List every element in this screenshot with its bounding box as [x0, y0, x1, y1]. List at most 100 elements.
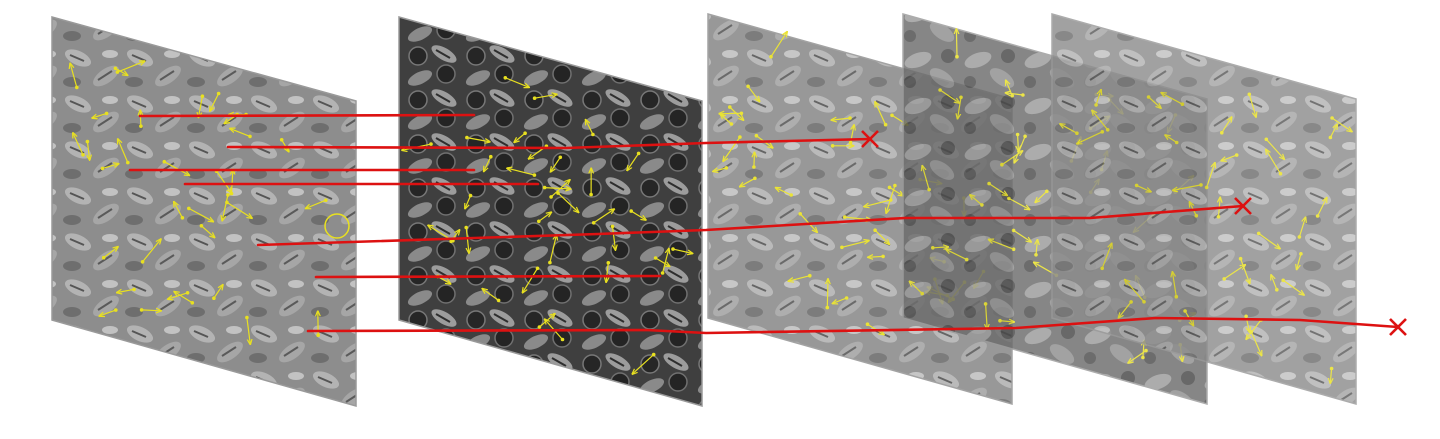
orientation-arrow	[922, 166, 930, 190]
bee-center-dot	[1204, 185, 1209, 190]
orientation-arrow	[226, 201, 252, 218]
orientation-arrow	[534, 94, 558, 99]
bee-center-dot	[1264, 137, 1269, 142]
orientation-arrow	[246, 317, 250, 345]
bee-center-dot	[955, 54, 959, 59]
track-line	[226, 137, 872, 150]
bee-center-dot	[754, 133, 759, 138]
bee-center-dot	[190, 301, 195, 305]
bee-center-dot	[920, 291, 924, 296]
bee-center-dot	[1275, 287, 1279, 292]
bee-center-dot	[126, 160, 130, 165]
bee-center-dot	[229, 191, 234, 196]
orientation-arrow	[1018, 134, 1019, 152]
bee-center-dot	[980, 203, 984, 207]
orientation-arrow	[1148, 96, 1162, 108]
bee-center-dot	[496, 298, 501, 303]
orientation-arrow	[1060, 124, 1078, 134]
bee-center-dot	[1297, 235, 1302, 239]
bee-center-dot	[881, 254, 885, 259]
bee-center-dot	[738, 135, 742, 139]
bee-center-dot	[1011, 228, 1016, 233]
bee-center-dot	[139, 124, 143, 128]
bee-center-dot	[226, 193, 230, 197]
orientation-arrow	[593, 209, 615, 224]
orientation-arrow	[198, 96, 203, 117]
bee-center-dot	[100, 166, 105, 171]
orientation-arrow	[970, 195, 983, 206]
bee-center-dot	[114, 308, 118, 312]
bee-center-dot	[1220, 130, 1224, 135]
bee-center-dot	[532, 173, 537, 177]
bee-center-dot	[1134, 183, 1139, 188]
bee-center-dot	[746, 84, 750, 89]
orientation-arrow	[232, 169, 233, 194]
bee-center-dot	[1010, 93, 1014, 98]
track-line	[314, 274, 662, 279]
bee-center-dot	[1100, 266, 1104, 271]
orientation-arrow	[557, 192, 579, 212]
orientation-arrow	[73, 133, 84, 156]
bee-center-dot	[844, 296, 849, 300]
orientation-arrow	[1118, 301, 1132, 318]
bee-center-dot	[1034, 253, 1038, 257]
track-line	[138, 113, 476, 118]
bee-center-dot	[660, 271, 665, 275]
bee-center-dot	[542, 185, 547, 190]
bee-center-dot	[1174, 140, 1179, 145]
orientation-arrow	[1246, 319, 1262, 339]
orientation-arrow	[1221, 154, 1237, 161]
bee-center-dot	[523, 131, 527, 135]
bee-center-dot	[1015, 132, 1020, 137]
orientation-arrow	[1172, 272, 1177, 297]
orientation-arrow	[1035, 190, 1048, 202]
bee-center-dot	[938, 88, 942, 92]
orientation-arrow	[216, 170, 232, 193]
bee-center-dot	[848, 140, 853, 145]
orientation-arrow	[514, 132, 526, 142]
orientation-arrow	[1092, 110, 1109, 131]
bee-center-dot	[1183, 309, 1187, 313]
bee-center-dot	[873, 228, 877, 232]
orientation-arrow	[1331, 117, 1352, 132]
orientation-arrow	[466, 137, 490, 142]
highlight-circle	[324, 213, 350, 239]
bee-center-dot	[549, 195, 553, 199]
bee-center-dot	[162, 159, 167, 164]
bee-center-dot	[889, 198, 893, 202]
frame-image	[51, 16, 357, 407]
orientation-arrow	[655, 257, 670, 267]
bee-center-dot	[1244, 314, 1248, 319]
track-end-x-marker	[861, 130, 879, 148]
orientation-arrow	[1165, 135, 1178, 144]
orientation-arrow	[988, 239, 1014, 250]
orientation-arrow	[466, 227, 469, 254]
bee-center-dot	[843, 215, 847, 219]
bee-center-dot	[1234, 153, 1239, 157]
frame-2	[398, 16, 703, 407]
track-7	[306, 316, 1407, 336]
orientation-arrow	[1206, 163, 1215, 188]
orientation-arrow	[1329, 124, 1337, 138]
bee-center-dot	[927, 187, 931, 192]
orientation-arrow	[1006, 80, 1013, 96]
orientation-arrow	[611, 226, 616, 250]
bee-center-dot	[324, 198, 328, 202]
bee-center-dot	[1329, 366, 1334, 371]
orientation-arrow	[827, 279, 828, 308]
bee-center-dot	[1142, 300, 1146, 304]
orientation-arrow	[188, 207, 214, 221]
orientation-arrow	[1317, 197, 1327, 217]
orientation-arrow	[1248, 94, 1256, 117]
bee-center-dot	[1330, 116, 1334, 120]
orientation-arrow	[1330, 368, 1331, 384]
orientation-arrow	[141, 310, 162, 311]
orientation-arrow	[306, 199, 327, 208]
track-5	[256, 197, 1252, 247]
bee-center-dot	[998, 318, 1002, 323]
orientation-arrow	[754, 152, 755, 168]
orientation-arrow	[70, 63, 78, 88]
bee-center-dot	[1000, 162, 1004, 167]
bee-center-dot	[1328, 135, 1333, 140]
